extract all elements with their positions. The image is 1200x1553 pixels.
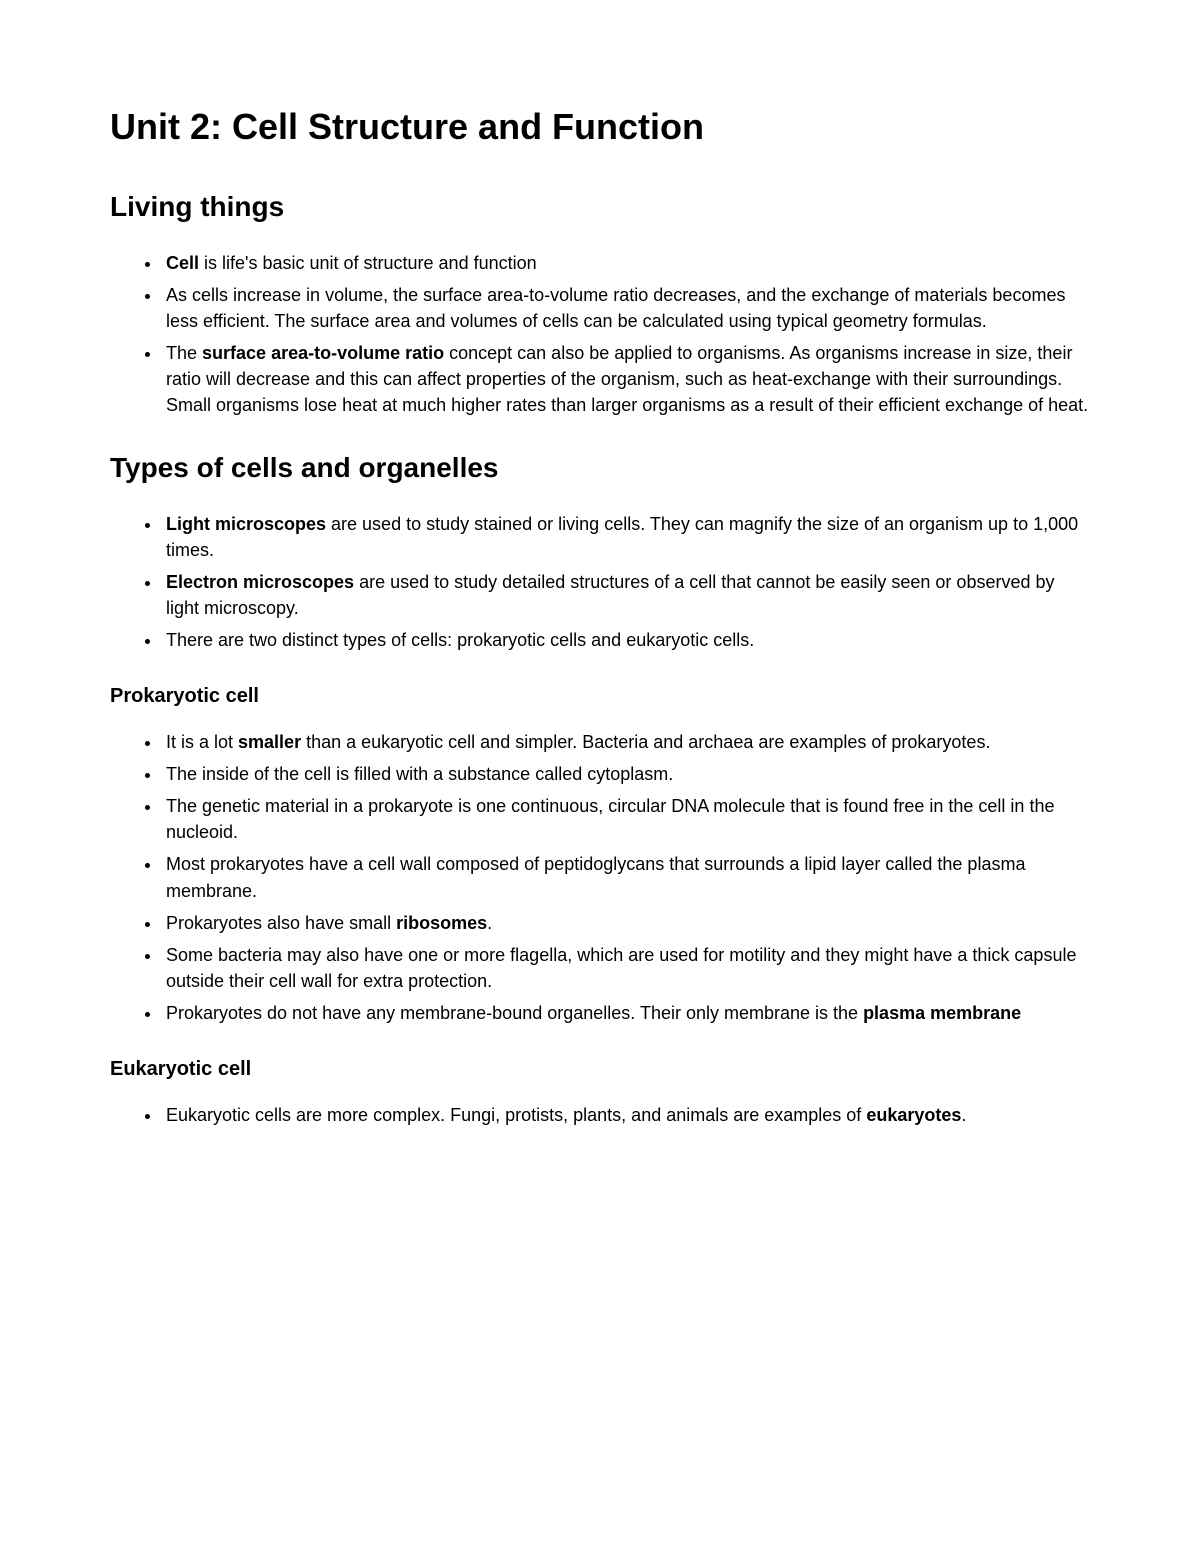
list-item: It is a lot smaller than a eukaryotic ce… [162,729,1090,755]
list-item: Light microscopes are used to study stai… [162,511,1090,563]
text-span: Prokaryotes also have small [166,913,396,933]
list-item: Prokaryotes also have small ribosomes. [162,910,1090,936]
text-span: . [961,1105,966,1125]
list-item: As cells increase in volume, the surface… [162,282,1090,334]
text-span: . [487,913,492,933]
list-item: Some bacteria may also have one or more … [162,942,1090,994]
text-span: The inside of the cell is filled with a … [166,764,673,784]
list-item: The inside of the cell is filled with a … [162,761,1090,787]
text-span: It is a lot [166,732,238,752]
bullet-list: Eukaryotic cells are more complex. Fungi… [110,1102,1090,1128]
text-span: is life's basic unit of structure and fu… [199,253,537,273]
list-item: Electron microscopes are used to study d… [162,569,1090,621]
bold-text: Light microscopes [166,514,326,534]
list-item: The genetic material in a prokaryote is … [162,793,1090,845]
list-item: Eukaryotic cells are more complex. Fungi… [162,1102,1090,1128]
list-item: There are two distinct types of cells: p… [162,627,1090,653]
list-item: Prokaryotes do not have any membrane-bou… [162,1000,1090,1026]
text-span: Eukaryotic cells are more complex. Fungi… [166,1105,866,1125]
bold-text: Cell [166,253,199,273]
text-span: Some bacteria may also have one or more … [166,945,1076,991]
list-item: Cell is life's basic unit of structure a… [162,250,1090,276]
document-content: Living things Cell is life's basic unit o… [110,186,1090,1128]
bold-text: plasma membrane [863,1003,1021,1023]
list-item: Most prokaryotes have a cell wall compos… [162,851,1090,903]
bold-text: Electron microscopes [166,572,354,592]
bullet-list: Light microscopes are used to study stai… [110,511,1090,653]
section-heading: Living things [110,186,1090,228]
text-span: Prokaryotes do not have any membrane-bou… [166,1003,863,1023]
section-heading: Types of cells and organelles [110,447,1090,489]
text-span: than a eukaryotic cell and simpler. Bact… [301,732,990,752]
bullet-list: It is a lot smaller than a eukaryotic ce… [110,729,1090,1026]
bold-text: eukaryotes [866,1105,961,1125]
text-span: The genetic material in a prokaryote is … [166,796,1054,842]
text-span: There are two distinct types of cells: p… [166,630,754,650]
subsection-heading: Eukaryotic cell [110,1054,1090,1084]
bold-text: smaller [238,732,301,752]
bold-text: ribosomes [396,913,487,933]
text-span: Most prokaryotes have a cell wall compos… [166,854,1025,900]
text-span: The [166,343,202,363]
bullet-list: Cell is life's basic unit of structure a… [110,250,1090,419]
text-span: As cells increase in volume, the surface… [166,285,1065,331]
subsection-heading: Prokaryotic cell [110,681,1090,711]
list-item: The surface area-to-volume ratio concept… [162,340,1090,418]
page-title: Unit 2: Cell Structure and Function [110,100,1090,154]
bold-text: surface area-to-volume ratio [202,343,444,363]
